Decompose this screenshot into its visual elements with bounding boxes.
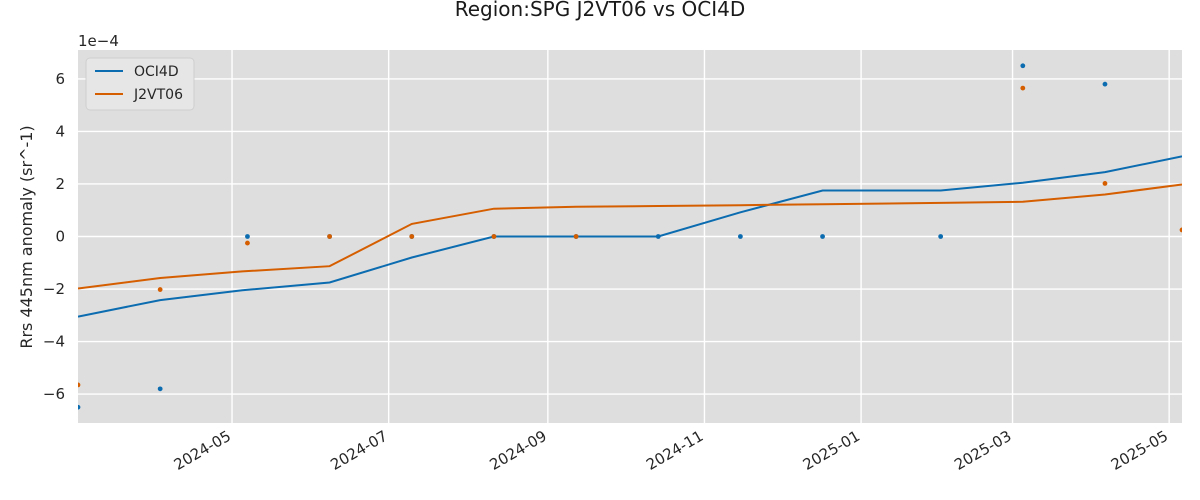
x-tick-label: 2024-07 [327, 427, 390, 474]
data-point-oci4d [1102, 81, 1108, 87]
data-point-j2vt06 [1102, 181, 1108, 186]
data-point-oci4d [245, 234, 250, 239]
data-point-j2vt06 [409, 234, 415, 239]
data-point-oci4d [1020, 63, 1026, 69]
x-tick-label: 2024-09 [487, 427, 550, 474]
x-axis: 2024-05 2024-07 2024-09 2024-11 2025-01 2025-… [171, 427, 1171, 474]
data-point-j2vt06 [327, 234, 333, 239]
data-point-j2vt06 [78, 382, 81, 388]
data-point-oci4d [938, 234, 944, 239]
x-tick-label: 2024-05 [171, 427, 234, 474]
x-tick-label: 2025-05 [1108, 427, 1171, 474]
data-point-oci4d [738, 234, 743, 239]
y-tick-label: 0 [55, 228, 65, 246]
data-point-j2vt06 [491, 234, 497, 239]
y-tick-label: −6 [43, 385, 65, 403]
data-point-oci4d [78, 404, 81, 410]
y-tick-label: −2 [43, 280, 65, 298]
x-tick-label: 2024-11 [643, 427, 706, 474]
series-layer [78, 63, 1182, 410]
x-tick-label: 2025-01 [800, 427, 863, 474]
series-line-oci4d [78, 155, 1182, 318]
data-point-oci4d [820, 234, 825, 239]
y-tick-label: −4 [43, 333, 65, 351]
data-point-j2vt06 [1179, 227, 1182, 233]
data-point-oci4d [157, 386, 163, 392]
y-scale-label: 1e−4 [78, 32, 119, 50]
data-point-j2vt06 [245, 240, 250, 246]
x-tick-label: 2025-03 [951, 427, 1014, 474]
y-axis-label: Rrs 445nm anomaly (sr^-1) [17, 125, 36, 348]
y-axis: −6 −4 −2 0 2 4 6 [43, 70, 65, 403]
data-point-oci4d [655, 234, 661, 239]
y-tick-label: 4 [55, 122, 65, 140]
legend: OCI4D J2VT06 [85, 57, 195, 111]
y-tick-label: 2 [55, 175, 65, 193]
data-point-j2vt06 [573, 234, 579, 239]
y-tick-label: 6 [55, 70, 65, 88]
series-line-j2vt06 [78, 183, 1182, 290]
data-point-j2vt06 [1020, 85, 1026, 91]
chart-title: Region:SPG J2VT06 vs OCI4D [455, 0, 746, 21]
data-point-j2vt06 [157, 287, 163, 292]
legend-entry: OCI4D [134, 64, 179, 80]
legend-entry: J2VT06 [133, 87, 183, 103]
